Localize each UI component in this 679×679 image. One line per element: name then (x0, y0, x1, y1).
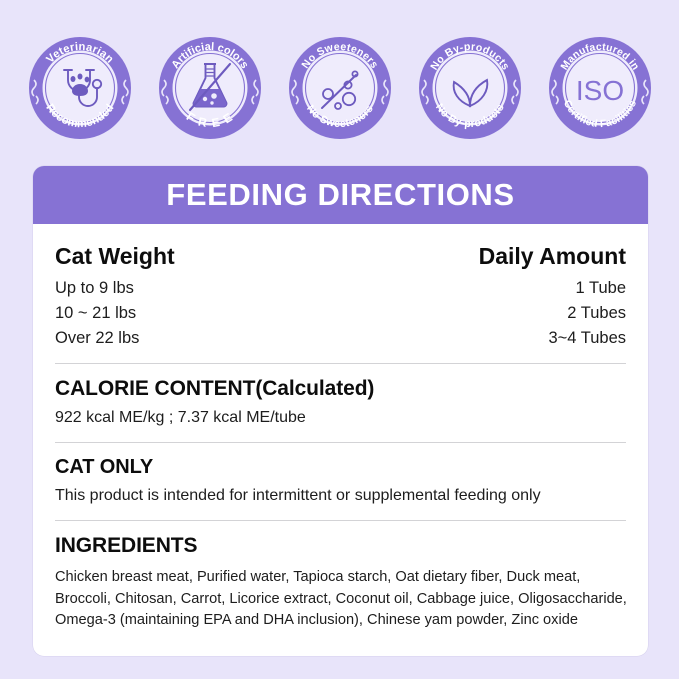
badge-iso-certified: ISO Manufactured in Certified Facilities (546, 34, 654, 142)
feeding-table-rows: Up to 9 lbs 1 Tube 10 ~ 21 lbs 2 Tubes O… (55, 270, 626, 363)
cat-only-text: This product is intended for intermitten… (55, 487, 541, 504)
section-title-cat-only: CAT ONLY (55, 456, 154, 478)
feeding-directions-card: FEEDING DIRECTIONS Cat Weight Daily Amou… (33, 166, 648, 656)
column-header-cat-weight: Cat Weight (55, 243, 175, 269)
feeding-table-header: Cat Weight Daily Amount (55, 224, 626, 270)
cell-daily-amount: 3~4 Tubes (548, 329, 626, 347)
divider (55, 363, 626, 364)
badge-center-label: ISO (575, 75, 623, 106)
certification-badge-strip: Veterinarian Recommended (0, 27, 679, 149)
ingredients-line: Omega-3 (maintaining EPA and DHA inclusi… (55, 612, 578, 628)
badge-bottom-label: F R E E (183, 109, 234, 130)
cell-cat-weight: Up to 9 lbs (55, 279, 134, 297)
cell-daily-amount: 1 Tube (575, 279, 626, 297)
badge-artificial-colors-free: Artificial colors F R E E (156, 34, 264, 142)
badge-no-sweeteners: No Sweeteners No Sweeteners (286, 34, 394, 142)
calorie-content-value: 922 kcal ME/kg ; 7.37 kcal ME/tube (55, 409, 306, 426)
cell-cat-weight: Over 22 lbs (55, 329, 140, 347)
table-row: Over 22 lbs 3~4 Tubes (55, 326, 626, 351)
iso-icon: ISO Manufactured in Certified Facilities (548, 37, 651, 139)
sprout-leaves-icon: No By-products No By-products (418, 37, 521, 139)
table-row: Up to 9 lbs 1 Tube (55, 276, 626, 301)
section-title-ingredients: INGREDIENTS (55, 534, 198, 557)
page-title: FEEDING DIRECTIONS (166, 177, 515, 212)
ingredients-line: Broccoli, Chitosan, Carrot, Licorice ext… (55, 590, 627, 607)
ingredients-list: Chicken breast meat, Purified water, Tap… (55, 567, 627, 632)
divider (55, 520, 626, 521)
divider (55, 442, 626, 443)
section-title-calorie-content: CALORIE CONTENT(Calculated) (55, 377, 375, 400)
cell-daily-amount: 2 Tubes (567, 304, 626, 322)
badge-no-by-products: No By-products No By-products (416, 34, 524, 142)
card-body: Cat Weight Daily Amount Up to 9 lbs 1 Tu… (33, 224, 648, 645)
column-header-daily-amount: Daily Amount (478, 243, 626, 269)
cat-only-section: CAT ONLY This product is intended for in… (55, 443, 626, 520)
svg-text:F R E E: F R E E (183, 109, 235, 130)
no-sugar-icon: No Sweeteners No Sweeteners (288, 37, 391, 139)
ingredients-line: Chicken breast meat, Purified water, Tap… (55, 569, 581, 585)
table-row: 10 ~ 21 lbs 2 Tubes (55, 301, 626, 326)
cell-cat-weight: 10 ~ 21 lbs (55, 304, 137, 322)
calorie-content-section: CALORIE CONTENT(Calculated) 922 kcal ME/… (55, 364, 626, 442)
badge-veterinarian-recommended: Veterinarian Recommended (26, 34, 134, 142)
ingredients-section: INGREDIENTS Chicken breast meat, Purifie… (55, 521, 627, 645)
paw-stethoscope-icon: Veterinarian Recommended (28, 37, 131, 139)
flask-no-icon: Artificial colors F R E E (158, 37, 261, 139)
card-header: FEEDING DIRECTIONS (33, 166, 648, 224)
